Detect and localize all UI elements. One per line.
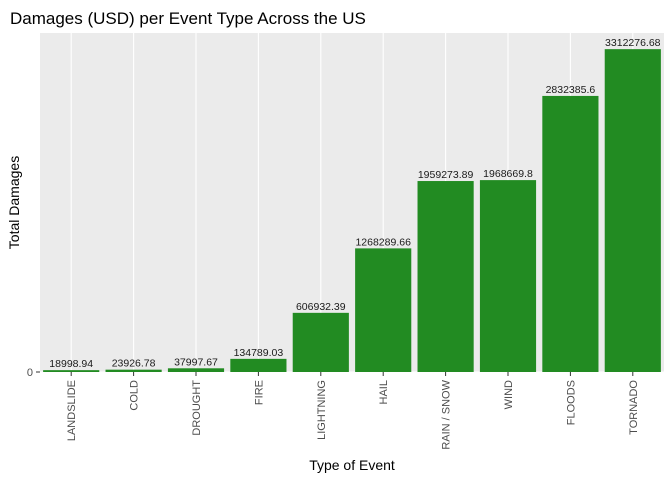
bar <box>167 368 225 372</box>
x-tick-label: DROUGHT <box>191 380 203 436</box>
data-label: 1268289.66 <box>355 236 411 248</box>
bar <box>355 248 412 372</box>
bar <box>542 95 599 372</box>
data-label: 37997.67 <box>174 356 218 368</box>
data-label: 23926.78 <box>112 358 156 370</box>
x-tick-label: COLD <box>129 380 141 411</box>
x-tick-label: FIRE <box>253 380 265 405</box>
x-tick-label: LIGHTNING <box>316 380 328 440</box>
x-tick-label: TORNADO <box>628 380 640 435</box>
y-axis-title: Total Damages <box>6 156 22 249</box>
data-label: 18998.94 <box>49 358 93 370</box>
bar <box>105 369 162 372</box>
x-tick-label: LANDSLIDE <box>66 380 78 441</box>
bar <box>604 49 661 373</box>
data-label: 1959273.89 <box>418 169 474 181</box>
x-tick-label: RAIN / SNOW <box>441 379 453 449</box>
x-tick-label: WIND <box>503 380 515 409</box>
bar <box>292 312 349 372</box>
data-label: 1968669.8 <box>483 168 533 180</box>
x-tick-label: FLOODS <box>565 380 577 425</box>
data-label: 606932.39 <box>296 301 346 313</box>
data-labels: 18998.94 23926.78 37997.67 134789.03 606932.… <box>49 37 660 370</box>
x-tick-label: HAIL <box>378 380 390 404</box>
bar <box>417 181 474 372</box>
bar <box>43 370 100 372</box>
bar <box>230 358 287 372</box>
bar <box>479 180 537 372</box>
y-tick-label: 0 <box>27 367 33 379</box>
data-label: 3312276.68 <box>605 37 661 49</box>
bars <box>43 49 661 373</box>
data-label: 2832385.6 <box>546 84 596 96</box>
chart-title: Damages (USD) per Event Type Across the … <box>10 9 366 28</box>
x-axis-title: Type of Event <box>309 457 395 473</box>
x-axis: LANDSLIDE COLD DROUGHT FIRE LIGHTNING HAIL RAI… <box>66 372 640 450</box>
data-label: 134789.03 <box>234 347 284 359</box>
y-axis: 0 <box>27 367 40 379</box>
